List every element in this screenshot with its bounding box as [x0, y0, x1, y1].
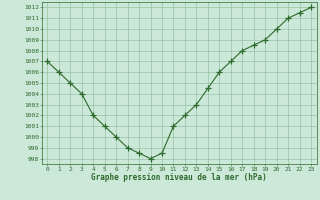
X-axis label: Graphe pression niveau de la mer (hPa): Graphe pression niveau de la mer (hPa)	[91, 173, 267, 182]
